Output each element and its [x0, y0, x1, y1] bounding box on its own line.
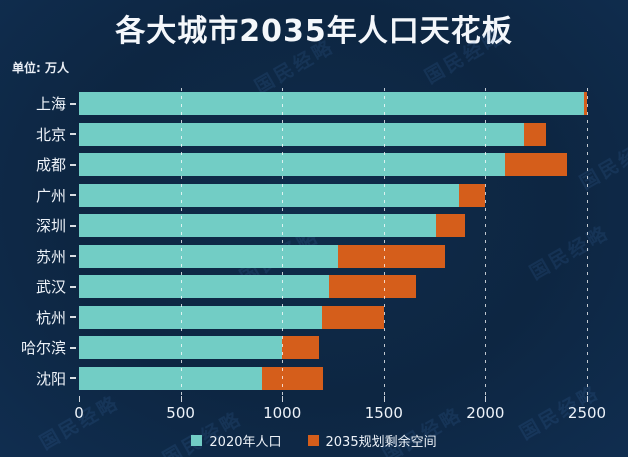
bar-row: 北京 [0, 122, 587, 146]
x-tick-mark [485, 396, 487, 402]
bar-row: 杭州 [0, 305, 587, 329]
category-label: 武汉 [35, 278, 66, 296]
legend-swatch-remaining [307, 435, 319, 446]
bar-segment-remaining [321, 305, 384, 329]
bar-segment-remaining [435, 214, 466, 237]
bar-segment-2020 [79, 183, 459, 207]
category-tick [70, 316, 76, 318]
bar-row: 沈阳 [0, 366, 587, 390]
x-tick-mark [79, 396, 80, 402]
x-tick-label: 2500 [567, 404, 607, 422]
category-label: 哈尔滨 [20, 339, 66, 357]
bar-row: 武汉 [0, 275, 587, 298]
bar-row: 广州 [0, 183, 587, 207]
legend-swatch-2020 [191, 435, 203, 446]
bar-segment-2020 [79, 122, 524, 146]
bar-rows: 上海北京成都广州深圳苏州武汉杭州哈尔滨沈阳 [0, 92, 587, 390]
bar-segment-remaining [338, 244, 445, 268]
category-tick [70, 346, 76, 349]
category-tick [70, 133, 76, 135]
category-label: 成都 [35, 156, 66, 174]
bar-track [79, 275, 587, 298]
x-tick-mark [282, 396, 284, 402]
bar-segment-remaining [584, 92, 587, 115]
bar-row: 哈尔滨 [0, 336, 587, 359]
category-label: 杭州 [35, 308, 66, 327]
bar-segment-remaining [262, 366, 323, 390]
chart-title: 各大城市2035年人口天花板 [115, 14, 513, 49]
legend-label-2020: 2020年人口 [209, 435, 282, 450]
bar-track [79, 122, 587, 146]
bar-track [79, 336, 587, 359]
bar-segment-2020 [79, 336, 283, 359]
bar-segment-remaining [458, 183, 486, 207]
bar-segment-2020 [79, 153, 505, 176]
bar-row: 苏州 [0, 244, 587, 268]
bar-segment-2020 [79, 305, 322, 329]
x-tick-mark [180, 396, 182, 402]
category-tick [70, 377, 76, 379]
bar-track [79, 92, 587, 115]
category-tick [70, 255, 76, 257]
category-tick [70, 102, 76, 105]
bar-segment-remaining [523, 122, 547, 146]
legend-item-remaining: 2035规划剩余空间 [307, 431, 437, 450]
category-label: 北京 [35, 125, 66, 144]
bar-segment-2020 [79, 214, 436, 237]
bar-track [79, 214, 587, 237]
x-tick-mark [587, 396, 588, 402]
x-tick-mark [383, 396, 385, 402]
category-tick [70, 194, 76, 196]
bar-segment-2020 [79, 244, 339, 268]
legend-label-remaining: 2035规划剩余空间 [325, 435, 437, 450]
bar-track [79, 366, 587, 390]
category-tick [70, 224, 76, 227]
x-tick-label: 500 [166, 404, 195, 422]
legend: 2020年人口 2035规划剩余空间 [0, 431, 628, 450]
category-label: 上海 [35, 95, 66, 113]
bar-segment-remaining [504, 153, 567, 176]
bar-track [79, 153, 587, 176]
gridline [587, 88, 588, 400]
bar-segment-remaining [282, 336, 319, 359]
x-axis: 0 500 1000 1500 2000 2500 [74, 396, 606, 424]
category-tick [70, 285, 76, 288]
category-label: 广州 [35, 186, 66, 205]
x-tick-label: 0 [74, 404, 84, 422]
legend-item-2020: 2020年人口 [191, 431, 282, 450]
plot-area: 上海北京成都广州深圳苏州武汉杭州哈尔滨沈阳 [21, 88, 588, 400]
x-tick-label: 2000 [466, 404, 505, 422]
category-tick [70, 163, 76, 166]
bar-row: 深圳 [0, 214, 587, 237]
bar-row: 成都 [0, 153, 587, 176]
bar-track [79, 244, 587, 268]
category-label: 苏州 [35, 247, 66, 266]
x-tick-label: 1500 [364, 404, 403, 422]
bar-row: 上海 [0, 92, 587, 115]
category-label: 深圳 [35, 217, 66, 235]
bar-segment-2020 [79, 366, 263, 390]
bar-track [79, 183, 587, 207]
bar-segment-2020 [79, 92, 585, 115]
bar-segment-remaining [329, 275, 417, 298]
bar-track [79, 305, 587, 329]
bar-segment-2020 [79, 275, 330, 298]
category-label: 沈阳 [35, 369, 66, 388]
x-tick-label: 1000 [263, 404, 302, 422]
unit-label: 单位: 万人 [12, 61, 69, 75]
